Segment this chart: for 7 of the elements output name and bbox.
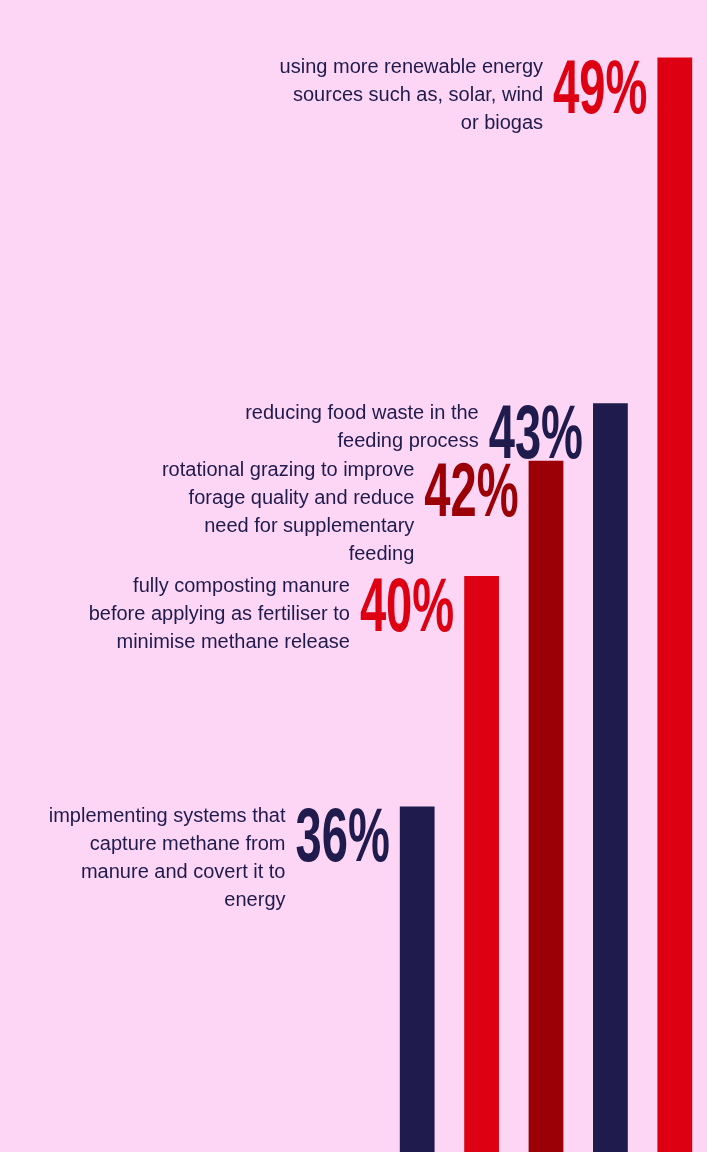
- text: fully composting manure before applying as fertiliser to minimise methane release: [88, 573, 350, 652]
- data-label: 36%: [295, 792, 390, 877]
- text: implementing systems that capture methane from manure and covert it to energy: [48, 803, 286, 910]
- annotation: using more renewable energy sources such as, solar, wind or biogas: [279, 55, 544, 134]
- annotation: reducing food waste in the feeding process: [245, 400, 479, 451]
- annotation: rotational grazing to improve forage quality and reduce need for supplementary feeding: [161, 458, 415, 565]
- data-label: 49%: [553, 44, 648, 129]
